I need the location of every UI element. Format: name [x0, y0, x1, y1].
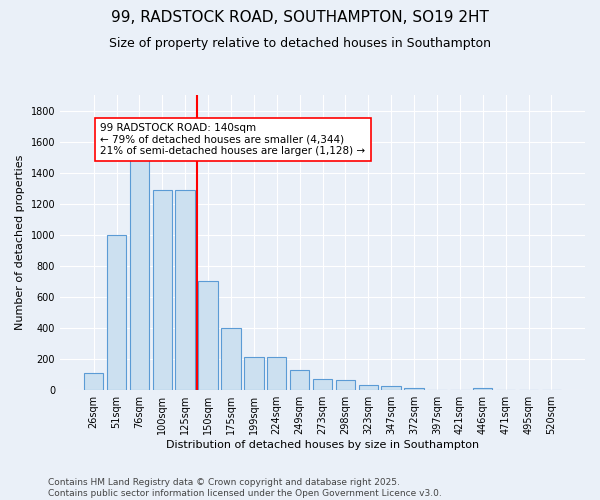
Bar	[130, 157, 149, 390]
Bar	[107, 235, 126, 390]
Bar	[313, 378, 332, 390]
Bar	[244, 357, 263, 390]
Bar	[152, 190, 172, 390]
Text: Size of property relative to detached houses in Southampton: Size of property relative to detached ho…	[109, 38, 491, 51]
Bar	[290, 370, 310, 390]
X-axis label: Distribution of detached houses by size in Southampton: Distribution of detached houses by size …	[166, 440, 479, 450]
Text: 99, RADSTOCK ROAD, SOUTHAMPTON, SO19 2HT: 99, RADSTOCK ROAD, SOUTHAMPTON, SO19 2HT	[111, 10, 489, 25]
Text: Contains HM Land Registry data © Crown copyright and database right 2025.
Contai: Contains HM Land Registry data © Crown c…	[48, 478, 442, 498]
Bar	[84, 373, 103, 390]
Bar	[199, 282, 218, 390]
Bar	[359, 385, 378, 390]
Y-axis label: Number of detached properties: Number of detached properties	[15, 155, 25, 330]
Bar	[335, 380, 355, 390]
Bar	[473, 388, 493, 390]
Text: 99 RADSTOCK ROAD: 140sqm
← 79% of detached houses are smaller (4,344)
21% of sem: 99 RADSTOCK ROAD: 140sqm ← 79% of detach…	[100, 123, 365, 156]
Bar	[404, 388, 424, 390]
Bar	[221, 328, 241, 390]
Bar	[382, 386, 401, 390]
Bar	[267, 357, 286, 390]
Bar	[175, 190, 195, 390]
